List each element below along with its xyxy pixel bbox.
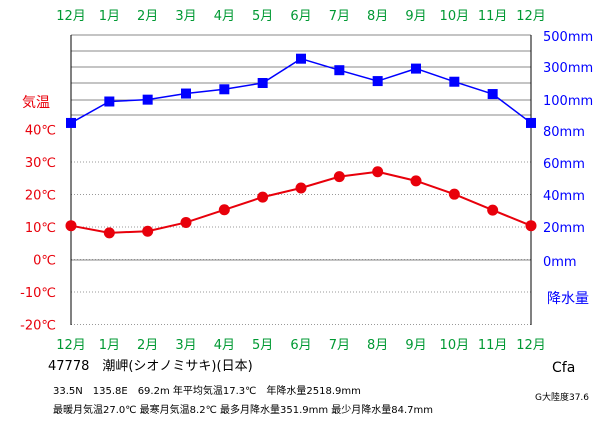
month-label-top: 3月 <box>175 9 196 24</box>
month-label-top: 12月 <box>516 9 546 24</box>
month-label-top: 7月 <box>329 9 350 24</box>
precipitation-point <box>142 94 153 105</box>
precipitation-tick-label: 80mm <box>543 125 585 140</box>
precipitation-point <box>449 76 460 87</box>
month-label-top: 8月 <box>367 9 388 24</box>
precipitation-point <box>296 53 306 64</box>
month-label-bottom: 7月 <box>329 338 350 353</box>
temperature-point <box>142 225 154 237</box>
month-label-top: 4月 <box>214 9 235 24</box>
month-label-top: 11月 <box>478 9 508 24</box>
month-label-bottom: 12月 <box>516 338 546 353</box>
temperature-tick-label: -20℃ <box>20 319 56 334</box>
precipitation-tick-label: 300mm <box>543 61 593 76</box>
month-label-top: 1月 <box>99 9 120 24</box>
temperature-point <box>525 220 537 232</box>
precipitation-tick-label: 0mm <box>543 255 577 270</box>
temperature-point <box>65 220 77 232</box>
temperature-tick-label: 20℃ <box>25 189 56 204</box>
precipitation-point <box>257 78 268 88</box>
temperature-point <box>103 227 115 239</box>
temperature-point <box>180 216 192 228</box>
precipitation-point <box>526 117 536 128</box>
temperature-point <box>295 182 307 194</box>
month-label-top: 10月 <box>440 9 470 24</box>
month-label-bottom: 11月 <box>478 338 508 353</box>
precipitation-tick-label: 20mm <box>543 221 585 236</box>
month-label-top: 2月 <box>137 9 158 24</box>
temperature-point <box>257 191 269 203</box>
temperature-ticks: 40℃ 30℃ 20℃ 10℃ 0℃ -10℃ -20℃ <box>20 124 56 334</box>
temperature-tick-label: 10℃ <box>25 221 56 236</box>
month-label-top: 6月 <box>290 9 311 24</box>
temperature-point <box>218 204 230 216</box>
temperature-tick-label: -10℃ <box>20 286 56 301</box>
month-label-top: 5月 <box>252 9 273 24</box>
precipitation-tick-label: 100mm <box>543 94 593 109</box>
precipitation-point <box>66 117 76 128</box>
precipitation-ticks: 500mm 300mm 100mm 80mm 60mm 40mm 20mm 0mm <box>543 30 593 270</box>
precipitation-point <box>411 63 421 74</box>
month-label-top: 12月 <box>56 9 86 24</box>
month-label-bottom: 8月 <box>367 338 388 353</box>
month-label-bottom: 2月 <box>137 338 158 353</box>
month-label-bottom: 5月 <box>252 338 273 353</box>
month-label-bottom: 9月 <box>405 338 426 353</box>
temperature-axis-label: 気温 <box>22 95 50 111</box>
month-label-bottom: 6月 <box>290 338 311 353</box>
temperature-series <box>65 166 537 239</box>
precipitation-point <box>219 84 230 95</box>
temperature-point <box>448 188 460 200</box>
precipitation-point <box>181 88 191 99</box>
month-label-bottom: 10月 <box>440 338 470 353</box>
month-label-bottom: 4月 <box>214 338 235 353</box>
precipitation-point <box>487 89 498 100</box>
temperature-point <box>410 175 422 187</box>
precipitation-point <box>372 76 383 87</box>
precipitation-axis-label: 降水量 <box>547 291 589 307</box>
temperature-tick-label: 0℃ <box>33 254 56 269</box>
precipitation-tick-label: 60mm <box>543 157 585 172</box>
chart-frame <box>70 35 532 325</box>
temperature-point <box>487 204 499 216</box>
precipitation-point <box>334 65 345 76</box>
precipitation-series <box>66 53 536 128</box>
month-labels: 12月 12月 1月 1月 2月 2月 3月 3月 4月 4月 5月 5月 6月 6月 7月 7月 8月 8月 9月… <box>56 9 546 353</box>
temperature-tick-label: 40℃ <box>25 124 56 139</box>
precipitation-tick-label: 500mm <box>543 30 593 45</box>
month-label-bottom: 1月 <box>99 338 120 353</box>
precipitation-tick-label: 40mm <box>543 189 585 204</box>
month-label-bottom: 12月 <box>56 338 86 353</box>
month-label-bottom: 3月 <box>175 338 196 353</box>
temperature-tick-label: 30℃ <box>25 156 56 171</box>
precipitation-point <box>104 96 115 107</box>
temperature-point <box>372 166 384 178</box>
temperature-point <box>333 171 345 183</box>
month-label-top: 9月 <box>405 9 426 24</box>
